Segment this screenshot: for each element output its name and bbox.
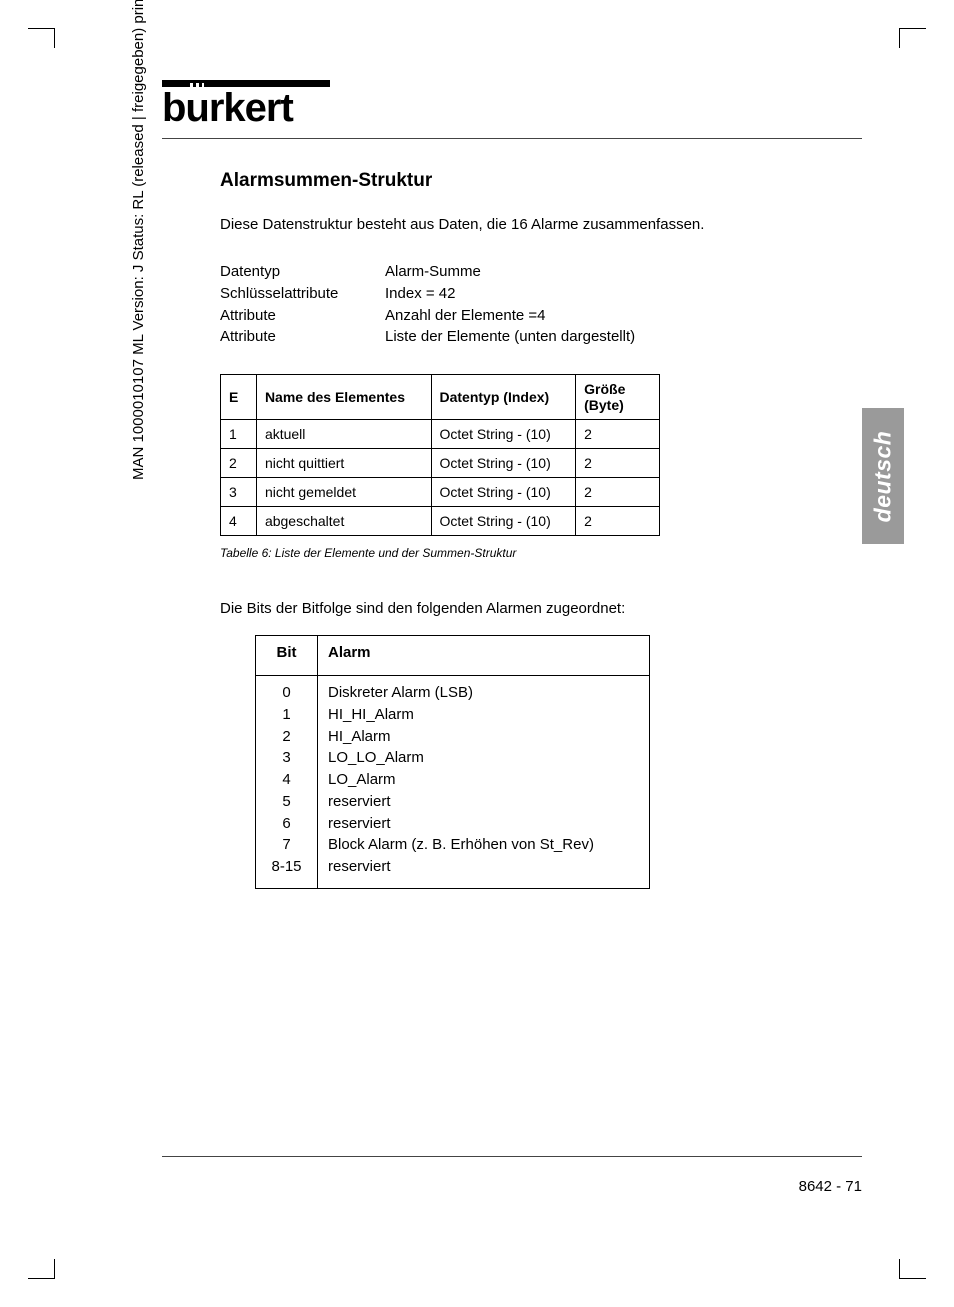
page-footer: 8642 - 71 <box>799 1178 862 1195</box>
language-tab: deutsch <box>862 408 904 544</box>
attr-key: Attribute <box>220 326 385 348</box>
table-header: Datentyp (Index) <box>431 375 576 420</box>
bits-col-bit: Bit <box>256 636 318 676</box>
table-header: Größe (Byte) <box>576 375 660 420</box>
document-id-sidetext: MAN 1000010107 ML Version: J Status: RL … <box>130 0 147 480</box>
intro-paragraph: Diese Datenstruktur besteht aus Daten, d… <box>220 214 850 235</box>
bits-table: Bit Alarm 012345678-15 Diskreter Alarm (… <box>255 635 650 889</box>
logo-text: burkert <box>162 86 293 130</box>
attr-key: Attribute <box>220 305 385 327</box>
elements-table: EName des ElementesDatentyp (Index)Größe… <box>220 374 660 536</box>
table-row: 2nicht quittiertOctet String - (10)2 <box>221 449 660 478</box>
header-rule <box>162 138 862 139</box>
bits-intro: Die Bits der Bitfolge sind den folgenden… <box>220 600 850 617</box>
table-row: 4abgeschaltetOctet String - (10)2 <box>221 507 660 536</box>
table-row: 1aktuellOctet String - (10)2 <box>221 420 660 449</box>
language-tab-label: deutsch <box>870 430 897 522</box>
attr-value: Liste der Elemente (unten dargestellt) <box>385 326 635 348</box>
footer-rule <box>162 1156 862 1157</box>
attr-value: Anzahl der Elemente =4 <box>385 305 546 327</box>
table-caption: Tabelle 6: Liste der Elemente und der Su… <box>220 546 850 560</box>
table-row: 3nicht gemeldetOctet String - (10)2 <box>221 478 660 507</box>
table-header: Name des Elementes <box>256 375 431 420</box>
bits-col-alarm: Alarm <box>318 636 650 676</box>
table-header: E <box>221 375 257 420</box>
section-heading: Alarmsummen-Struktur <box>220 170 850 192</box>
attr-value: Alarm-Summe <box>385 261 481 283</box>
attribute-list: DatentypAlarm-SummeSchlüsselattributeInd… <box>220 261 850 348</box>
attr-value: Index = 42 <box>385 283 455 305</box>
burkert-logo: burkert <box>162 86 293 131</box>
attr-key: Datentyp <box>220 261 385 283</box>
attr-key: Schlüsselattribute <box>220 283 385 305</box>
